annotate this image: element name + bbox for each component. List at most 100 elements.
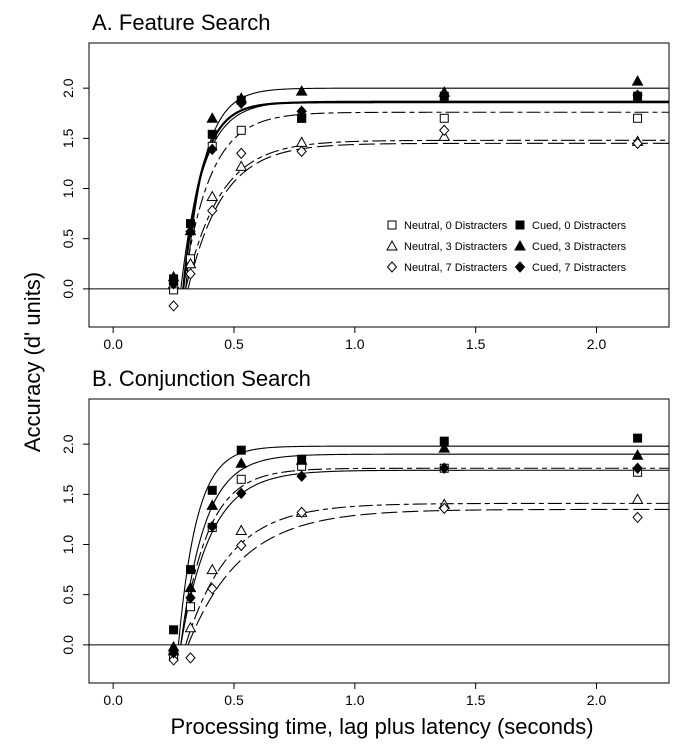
panel-a-data-point	[168, 300, 179, 312]
panel-b-x-tick-label: 1.0	[345, 692, 365, 708]
panel-b-y-tick-label: 1.5	[60, 484, 76, 504]
panel-b-data-point	[168, 647, 179, 659]
panel-b-data-point	[169, 625, 179, 635]
panel-b-data-point	[631, 449, 644, 460]
panel-a-x-tick-label: 0.0	[103, 336, 123, 352]
panel-a-y-tick-label: 0.5	[60, 229, 76, 249]
panel-b-y-tick-label: 2.0	[60, 434, 76, 454]
panel-b-plot: 0.0 0.5 1.0 1.5 2.0 0.0 0.5 1.0 1.5 2.0	[60, 398, 670, 708]
panel-b-fit-curve	[177, 445, 669, 645]
panel-b-data-point	[168, 654, 179, 666]
panel-b-data-point	[296, 470, 307, 483]
panel-b-data-point	[235, 524, 248, 535]
legend: Neutral, 0 Distracters Neutral, 3 Distrac…	[386, 220, 627, 274]
panel-b-fit-curve	[187, 508, 669, 646]
panel-b-data-point	[296, 506, 307, 519]
panel-a-fit-curve	[187, 142, 669, 290]
panel-a-fit-curve	[185, 139, 669, 289]
panel-a-x-tick-label: 2.0	[587, 336, 607, 352]
panel-conjunction-search: B. Conjunction Search 0.0 0.5 1.0 1.5 2.0 0.0…	[60, 366, 670, 708]
panel-b-data-point	[632, 511, 643, 524]
panel-b-data-point	[631, 493, 644, 504]
panel-b-data-point	[207, 520, 218, 533]
panel-a-data-point	[235, 160, 248, 171]
panel-a-data-point	[185, 268, 196, 280]
panel-a-y-tick-label: 1.5	[60, 128, 76, 148]
panel-a-data-point	[295, 85, 308, 96]
panel-b-data-point	[206, 499, 219, 510]
panel-b-data-point	[295, 454, 308, 465]
panel-a-data-point	[439, 90, 450, 102]
panel-a-y-tick-label: 1.0	[60, 179, 76, 199]
panel-a-data-point	[296, 145, 307, 158]
panel-b-data-point	[206, 563, 219, 575]
legend-label: Neutral, 0 Distracters	[404, 220, 508, 232]
panel-b-x-tick-label: 0.0	[103, 692, 123, 708]
panel-a-frame	[88, 42, 670, 328]
panel-b-data-point	[439, 502, 450, 515]
panel-b-data-point	[632, 462, 643, 474]
panel-b-y-tick-label: 0.5	[60, 585, 76, 605]
panel-b-data-point	[236, 474, 246, 484]
legend-marker	[514, 239, 526, 251]
panel-b-data-point	[235, 457, 248, 468]
panel-a-fit-curve	[182, 101, 669, 289]
legend-label: Cued, 3 Distracters	[532, 241, 627, 253]
panel-b-frame	[88, 398, 670, 684]
panel-a-data-point	[206, 112, 219, 123]
panel-b-data-point	[207, 485, 217, 495]
panel-a-x-tick-label: 1.5	[466, 336, 486, 352]
panel-a-data-point	[439, 124, 450, 137]
panel-a-data-point	[236, 97, 247, 109]
panel-b-data-point	[439, 462, 450, 474]
legend-marker	[515, 220, 525, 230]
panel-b-data-point	[633, 433, 643, 443]
legend-label: Neutral, 3 Distracters	[404, 241, 508, 253]
panel-b-y-tick-label: 1.0	[60, 535, 76, 555]
panel-a-data-point	[633, 113, 643, 123]
panel-b-title: B. Conjunction Search	[92, 366, 311, 391]
panel-b-data-point	[207, 582, 218, 595]
panel-b-data-point	[186, 602, 195, 612]
panel-b-x-tick-label: 1.5	[466, 692, 486, 708]
panel-a-title: A. Feature Search	[92, 10, 271, 35]
panel-a-data-point	[207, 204, 218, 217]
panel-b-data-point	[185, 652, 196, 664]
legend-label: Cued, 7 Distracters	[532, 262, 627, 274]
panel-b-data-point	[184, 621, 197, 633]
panel-a-data-point	[207, 129, 217, 139]
panel-b-data-point	[185, 591, 196, 604]
panel-a-plot: 0.0 0.5 1.0 1.5 2.0 0.0 0.5 1.0 1.5 2.0	[60, 42, 670, 352]
legend-label: Cued, 0 Distracters	[532, 220, 627, 232]
panel-feature-search: A. Feature Search 0.0 0.5 1.0 1.5 2.0 0.0 0.5 1…	[60, 10, 670, 352]
panel-a-data-point	[236, 147, 247, 160]
panel-a-fit-curve	[180, 100, 669, 289]
panel-a-data-point	[168, 278, 179, 290]
panel-a-y-tick-label: 2.0	[60, 78, 76, 98]
panel-a-x-tick-label: 1.0	[345, 336, 365, 352]
panel-b-data-point	[438, 442, 451, 453]
panel-b-data-point	[186, 565, 195, 575]
panel-b-fit-curve	[180, 467, 669, 645]
panel-a-data-point	[295, 136, 308, 147]
panel-a-data-point	[206, 190, 219, 202]
panel-a-data-point	[207, 143, 218, 156]
panel-b-data-point	[236, 445, 246, 455]
panel-b-data-point	[236, 539, 247, 552]
panel-b-y-tick-label: 0.0	[60, 635, 76, 655]
panel-a-data-point	[185, 225, 196, 238]
panel-a-data-point	[236, 125, 246, 135]
panel-a-data-point	[439, 113, 449, 123]
panel-a-data-point	[631, 75, 644, 86]
panel-b-data-point	[184, 581, 197, 593]
legend-label: Neutral, 7 Distracters	[404, 262, 508, 274]
panel-a-x-tick-label: 0.5	[224, 336, 244, 352]
panel-a-fit-curve	[182, 111, 669, 289]
panel-a-data-point	[632, 137, 643, 150]
panel-b-x-tick-label: 0.5	[224, 692, 244, 708]
legend-marker	[514, 261, 526, 273]
panel-a-data-point	[632, 89, 643, 101]
panel-a-y-tick-label: 0.0	[60, 279, 76, 299]
y-axis-label: Accuracy (d' units)	[20, 272, 45, 452]
x-axis-label: Processing time, lag plus latency (secon…	[170, 714, 593, 739]
